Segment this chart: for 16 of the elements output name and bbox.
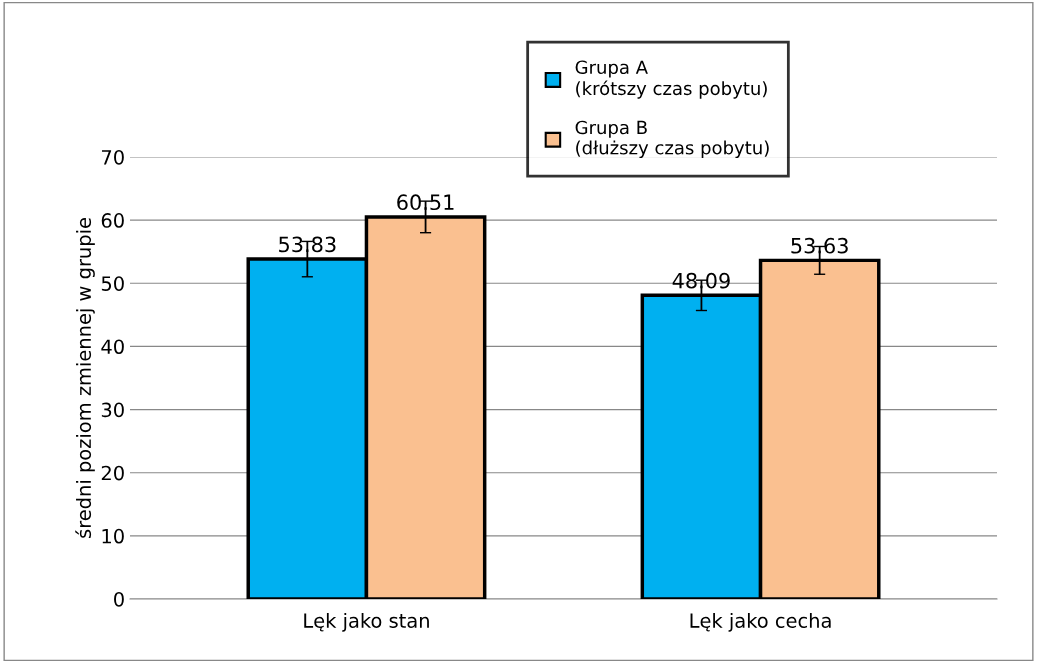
x-tick-label: Lęk jako stan (304, 612, 429, 632)
y-tick-label: 50 (101, 276, 124, 291)
data-label: 48.09 (672, 272, 730, 289)
legend-label: Grupa A (krótszy czas pobytu) (575, 60, 767, 99)
y-axis-title: średni poziom zmiennej w grupie (75, 218, 95, 538)
y-tick-label: 40 (101, 339, 124, 355)
y-tick-label: 10 (102, 528, 124, 544)
y-tick-label: 20 (101, 465, 124, 481)
y-tick-label: 30 (101, 402, 124, 418)
y-tick-label: 0 (114, 591, 124, 607)
data-label: 53.63 (791, 237, 848, 254)
x-tick-label: Lęk jako cecha (690, 612, 831, 632)
data-label: 60.51 (397, 194, 454, 211)
y-tick-label: 60 (101, 213, 124, 228)
legend-label: Grupa B (dłuższy czas pobytu) (575, 120, 769, 158)
y-tick-label: 70 (101, 149, 124, 165)
